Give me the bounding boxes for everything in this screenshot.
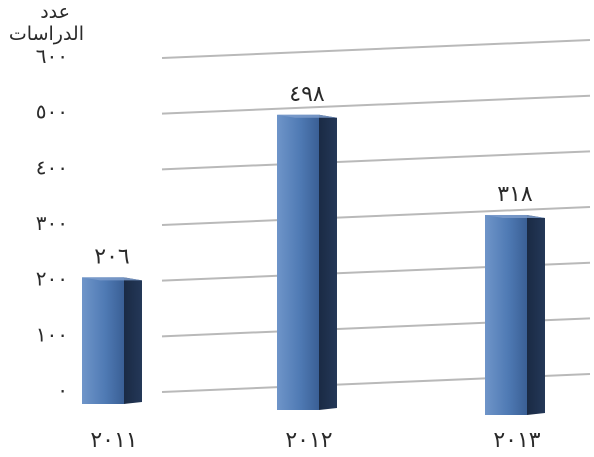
y-tick-label: ٠ bbox=[57, 378, 68, 402]
gridline bbox=[161, 39, 591, 59]
data-label: ٣١٨ bbox=[497, 182, 533, 207]
bar-side-٢٠١٣ bbox=[527, 214, 545, 415]
y-tick-label: ١٠٠ bbox=[36, 322, 68, 346]
bars bbox=[82, 114, 545, 415]
x-tick-label: ٢٠١١ bbox=[90, 428, 137, 453]
bar-top-٢٠١٣ bbox=[485, 214, 545, 218]
x-tick-labels: ٢٠١١ ٢٠١٢ ٢٠١٣ bbox=[90, 428, 540, 453]
y-axis-title-line-2: الدراسات bbox=[9, 23, 84, 45]
y-tick-label: ٥٠٠ bbox=[36, 100, 68, 124]
gridline bbox=[161, 94, 591, 115]
bar-top-٢٠١١ bbox=[82, 277, 142, 281]
y-axis-title-line-1: عدد bbox=[40, 1, 70, 23]
bar-٢٠١٢ bbox=[277, 114, 319, 410]
bar-top-٢٠١٢ bbox=[277, 114, 337, 118]
bar-side-٢٠١٢ bbox=[319, 114, 337, 410]
y-tick-label: ٣٠٠ bbox=[36, 211, 68, 235]
y-tick-label: ٢٠٠ bbox=[36, 267, 68, 291]
x-tick-label: ٢٠١٢ bbox=[285, 428, 332, 453]
x-tick-label: ٢٠١٣ bbox=[493, 428, 540, 453]
gridline bbox=[161, 206, 591, 226]
gridlines bbox=[161, 39, 591, 393]
y-tick-label: ٦٠٠ bbox=[36, 44, 68, 68]
data-label: ٤٩٨ bbox=[289, 82, 325, 107]
y-tick-labels: ٠ ١٠٠ ٢٠٠ ٣٠٠ ٤٠٠ ٥٠٠ ٦٠٠ bbox=[36, 44, 68, 402]
data-label: ٢٠٦ bbox=[94, 244, 129, 269]
gridline bbox=[161, 150, 591, 171]
y-tick-label: ٤٠٠ bbox=[36, 155, 68, 179]
data-labels: ٢٠٦ ٤٩٨ ٣١٨ bbox=[94, 82, 533, 270]
bar-side-٢٠١١ bbox=[124, 277, 142, 404]
bar-٢٠١١ bbox=[82, 277, 124, 404]
bar-٢٠١٣ bbox=[485, 214, 527, 415]
